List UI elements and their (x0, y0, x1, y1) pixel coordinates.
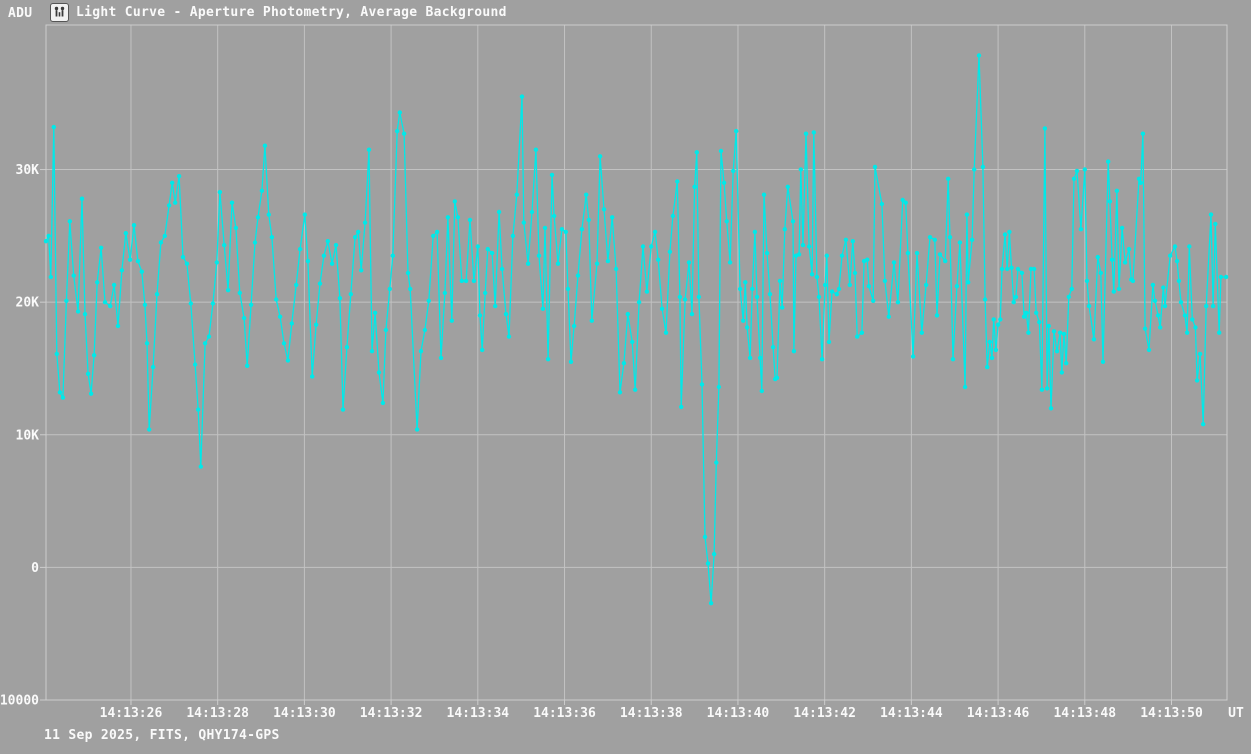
svg-text:14:13:34: 14:13:34 (447, 706, 510, 721)
svg-text:-10000: -10000 (0, 694, 39, 709)
svg-text:14:13:46: 14:13:46 (967, 706, 1030, 721)
svg-text:14:13:26: 14:13:26 (100, 706, 163, 721)
svg-text:14:13:50: 14:13:50 (1140, 706, 1203, 721)
svg-text:14:13:42: 14:13:42 (793, 706, 856, 721)
svg-text:14:13:40: 14:13:40 (707, 706, 770, 721)
svg-text:14:13:44: 14:13:44 (880, 706, 943, 721)
svg-text:UT: UT (1228, 706, 1244, 721)
y-axis-unit-label: ADU (8, 6, 33, 21)
svg-text:30K: 30K (16, 163, 40, 178)
svg-text:14:13:48: 14:13:48 (1053, 706, 1116, 721)
svg-text:10K: 10K (16, 428, 40, 443)
svg-text:0: 0 (31, 561, 39, 576)
svg-text:14:13:36: 14:13:36 (533, 706, 596, 721)
svg-text:14:13:32: 14:13:32 (360, 706, 423, 721)
app-logo-glyph (54, 6, 65, 17)
svg-text:20K: 20K (16, 296, 40, 311)
svg-text:14:13:30: 14:13:30 (273, 706, 336, 721)
status-bar: 11 Sep 2025, FITS, QHY174-GPS (44, 728, 280, 743)
svg-text:14:13:28: 14:13:28 (186, 706, 249, 721)
app-logo-icon (50, 3, 69, 22)
svg-text:14:13:38: 14:13:38 (620, 706, 683, 721)
chart-title: Light Curve - Aperture Photometry, Avera… (76, 5, 507, 20)
